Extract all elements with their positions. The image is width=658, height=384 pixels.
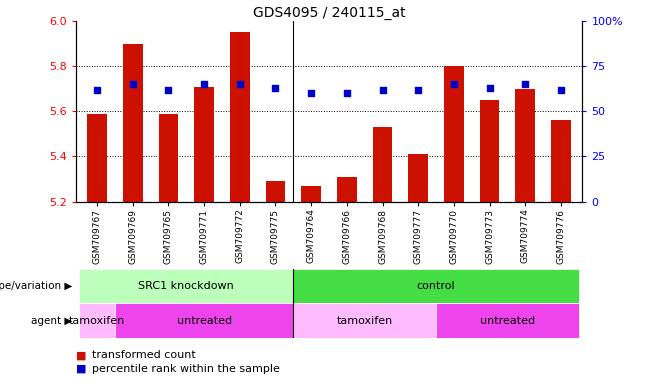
- Bar: [159, 114, 178, 202]
- Point: [234, 81, 245, 88]
- Text: percentile rank within the sample: percentile rank within the sample: [92, 364, 280, 374]
- Bar: [293, 269, 579, 303]
- Text: untreated: untreated: [176, 316, 232, 326]
- Point: [449, 81, 459, 88]
- Text: transformed count: transformed count: [92, 350, 196, 360]
- Bar: [123, 44, 143, 202]
- Bar: [372, 127, 392, 202]
- Point: [377, 87, 388, 93]
- Point: [199, 81, 209, 88]
- Point: [92, 87, 103, 93]
- Bar: [337, 177, 357, 202]
- Text: untreated: untreated: [480, 316, 535, 326]
- Bar: [194, 86, 214, 202]
- Point: [484, 85, 495, 91]
- Bar: [266, 181, 286, 202]
- Bar: [301, 186, 321, 202]
- Point: [520, 81, 530, 88]
- Text: ■: ■: [76, 364, 86, 374]
- Bar: [444, 66, 464, 202]
- Text: ■: ■: [76, 350, 86, 360]
- Point: [306, 90, 316, 96]
- Bar: [436, 303, 579, 338]
- Bar: [115, 303, 293, 338]
- Bar: [480, 100, 499, 202]
- Point: [270, 85, 281, 91]
- Text: tamoxifen: tamoxifen: [336, 316, 393, 326]
- Bar: [409, 154, 428, 202]
- Text: tamoxifen: tamoxifen: [69, 316, 125, 326]
- Bar: [79, 303, 115, 338]
- Text: SRC1 knockdown: SRC1 knockdown: [138, 281, 234, 291]
- Text: genotype/variation ▶: genotype/variation ▶: [0, 281, 72, 291]
- Point: [413, 87, 424, 93]
- Bar: [79, 269, 293, 303]
- Text: control: control: [417, 281, 455, 291]
- Bar: [293, 303, 436, 338]
- Point: [555, 87, 566, 93]
- Point: [163, 87, 174, 93]
- Bar: [551, 121, 570, 202]
- Point: [128, 81, 138, 88]
- Text: agent ▶: agent ▶: [31, 316, 72, 326]
- Bar: [515, 89, 535, 202]
- Bar: [230, 32, 249, 202]
- Bar: [88, 114, 107, 202]
- Point: [342, 90, 352, 96]
- Title: GDS4095 / 240115_at: GDS4095 / 240115_at: [253, 6, 405, 20]
